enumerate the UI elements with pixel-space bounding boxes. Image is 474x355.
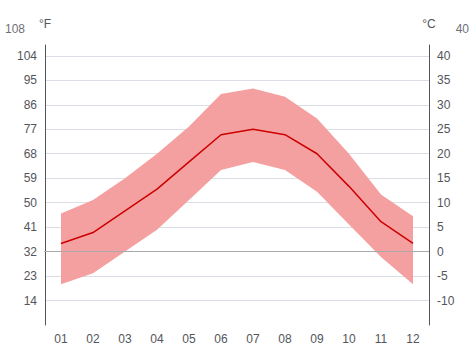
svg-text:08: 08	[278, 332, 292, 346]
svg-text:02: 02	[86, 332, 100, 346]
svg-text:40: 40	[456, 22, 470, 36]
svg-text:104: 104	[17, 49, 37, 63]
svg-text:41: 41	[24, 220, 38, 234]
svg-text:03: 03	[118, 332, 132, 346]
svg-text:108: 108	[5, 22, 25, 36]
svg-text:11: 11	[375, 332, 388, 346]
svg-text:30: 30	[437, 98, 451, 112]
svg-text:50: 50	[24, 196, 38, 210]
svg-text:0: 0	[437, 245, 444, 259]
svg-text:95: 95	[24, 73, 38, 87]
svg-text:10: 10	[342, 332, 356, 346]
svg-text:68: 68	[24, 147, 38, 161]
svg-text:04: 04	[150, 332, 164, 346]
svg-text:12: 12	[406, 332, 420, 346]
svg-text:25: 25	[437, 122, 451, 136]
svg-text:-5: -5	[437, 269, 448, 283]
svg-text:5: 5	[437, 220, 444, 234]
svg-text:35: 35	[437, 73, 451, 87]
svg-text:40: 40	[437, 49, 451, 63]
svg-text:06: 06	[214, 332, 228, 346]
svg-text:°F: °F	[39, 17, 51, 31]
svg-text:07: 07	[246, 332, 260, 346]
svg-text:09: 09	[310, 332, 324, 346]
svg-text:23: 23	[24, 269, 38, 283]
svg-text:-10: -10	[437, 294, 455, 308]
svg-text:01: 01	[54, 332, 68, 346]
svg-text:32: 32	[24, 245, 38, 259]
svg-text:14: 14	[24, 294, 38, 308]
svg-text:20: 20	[437, 147, 451, 161]
svg-text:77: 77	[24, 122, 38, 136]
svg-text:59: 59	[24, 171, 38, 185]
svg-text:°C: °C	[422, 17, 436, 31]
svg-text:10: 10	[437, 196, 451, 210]
svg-text:05: 05	[182, 332, 196, 346]
svg-text:15: 15	[437, 171, 451, 185]
svg-text:86: 86	[24, 98, 38, 112]
